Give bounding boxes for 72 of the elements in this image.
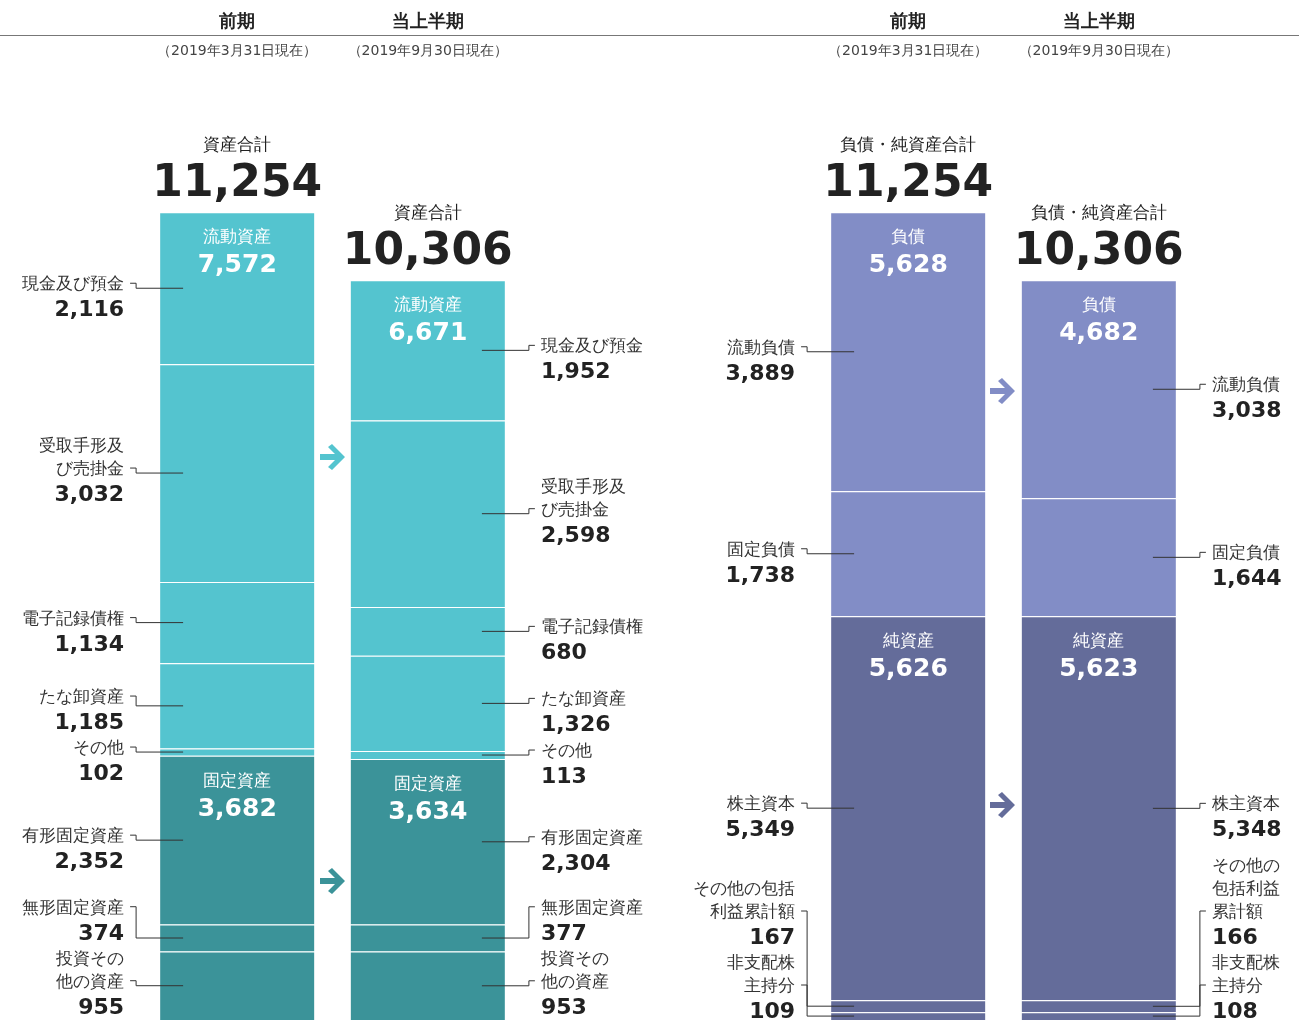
- annotation: 純資産 5,623: [1059, 630, 1139, 683]
- data-label: 955: [78, 993, 125, 1019]
- data-label: 113: [540, 763, 587, 789]
- text: 非支配株主持分: [1211, 952, 1280, 995]
- text: 流動負債: [727, 336, 796, 357]
- text: 現金及び預金: [22, 273, 125, 294]
- text: 受取手形及び売掛金: [39, 435, 125, 479]
- category-label: 前期（2019年3月31日現在）: [157, 10, 318, 58]
- data-label: 5,348: [1211, 816, 1282, 842]
- text: 無形固定資産: [22, 896, 125, 917]
- data-label: 1,326: [540, 711, 611, 737]
- data-label: 1,738: [725, 561, 796, 587]
- text: 固定負債: [727, 538, 796, 559]
- total-label: 10,306: [1013, 223, 1184, 275]
- text: 電子記録債権: [22, 607, 125, 628]
- text: 流動負債: [1211, 374, 1280, 395]
- data-label: 2,304: [540, 849, 611, 875]
- annotation: 負債 4,682: [1059, 294, 1139, 347]
- text: 現金及び預金: [540, 335, 643, 356]
- data-label: 2,116: [54, 296, 125, 322]
- data-label: 2,598: [540, 521, 611, 547]
- text: 資産合計: [203, 134, 272, 155]
- text: 有形固定資産: [540, 826, 643, 847]
- annotation: 純資産 5,626: [868, 630, 948, 683]
- total-label: 11,254: [823, 155, 994, 207]
- text: 固定負債: [1211, 542, 1280, 563]
- total-label: 11,254: [152, 155, 323, 207]
- data-label: 374: [78, 919, 125, 945]
- category-label: 前期（2019年3月31日現在）: [828, 10, 989, 58]
- data-label: 167: [749, 924, 796, 949]
- annotation: 固定資産 3,682: [197, 769, 277, 822]
- annotation: 負債 5,628: [868, 226, 948, 278]
- text: 無形固定資産: [540, 896, 643, 917]
- text: 受取手形及び売掛金: [540, 475, 626, 519]
- text: 投資その他の資産: [55, 947, 125, 991]
- data-label: 109: [749, 998, 796, 1023]
- data-label: 3,889: [725, 359, 796, 385]
- data-label: 102: [78, 760, 125, 786]
- text: 非支配株主持分: [727, 952, 796, 995]
- text: 株主資本: [726, 793, 796, 814]
- data-label: 1,644: [1211, 565, 1282, 591]
- data-label: 3,032: [54, 481, 125, 507]
- data-label: 1,952: [540, 358, 611, 384]
- text: 有形固定資産: [22, 825, 125, 846]
- annotation: 流動資産 6,671: [388, 294, 468, 347]
- text: 負債・純資産合計: [840, 134, 977, 155]
- data-label: 5,349: [725, 816, 796, 842]
- data-label: 1,185: [54, 709, 125, 735]
- text: その他: [540, 740, 592, 761]
- text: 投資その他の資産: [540, 947, 609, 991]
- text: その他の包括利益累計額: [1211, 855, 1280, 921]
- annotation: 資産合計: [393, 202, 462, 223]
- annotation: 負債・純資産合計: [1030, 202, 1167, 223]
- category-label: 当上半期（2019年9月30日現在）: [347, 10, 508, 58]
- data-label: 680: [540, 639, 587, 665]
- text: その他の包括利益累計額: [693, 878, 796, 921]
- text: その他: [73, 737, 125, 758]
- annotation: 固定資産 3,634: [388, 773, 468, 826]
- data-label: 1,134: [54, 630, 125, 656]
- text: 株主資本: [1211, 793, 1280, 814]
- data-label: 2,352: [54, 848, 125, 874]
- data-label: 953: [540, 993, 587, 1019]
- data-label: 166: [1211, 924, 1258, 949]
- data-label: 3,038: [1211, 397, 1282, 423]
- text: 電子記録債権: [540, 616, 643, 637]
- category-label: 当上半期（2019年9月30日現在）: [1018, 10, 1179, 58]
- text: たな卸資産: [39, 686, 125, 707]
- total-label: 10,306: [342, 223, 513, 275]
- data-label: 108: [1211, 998, 1258, 1023]
- text: たな卸資産: [540, 688, 626, 709]
- data-label: 377: [540, 919, 587, 945]
- annotation: 流動資産 7,572: [197, 226, 277, 278]
